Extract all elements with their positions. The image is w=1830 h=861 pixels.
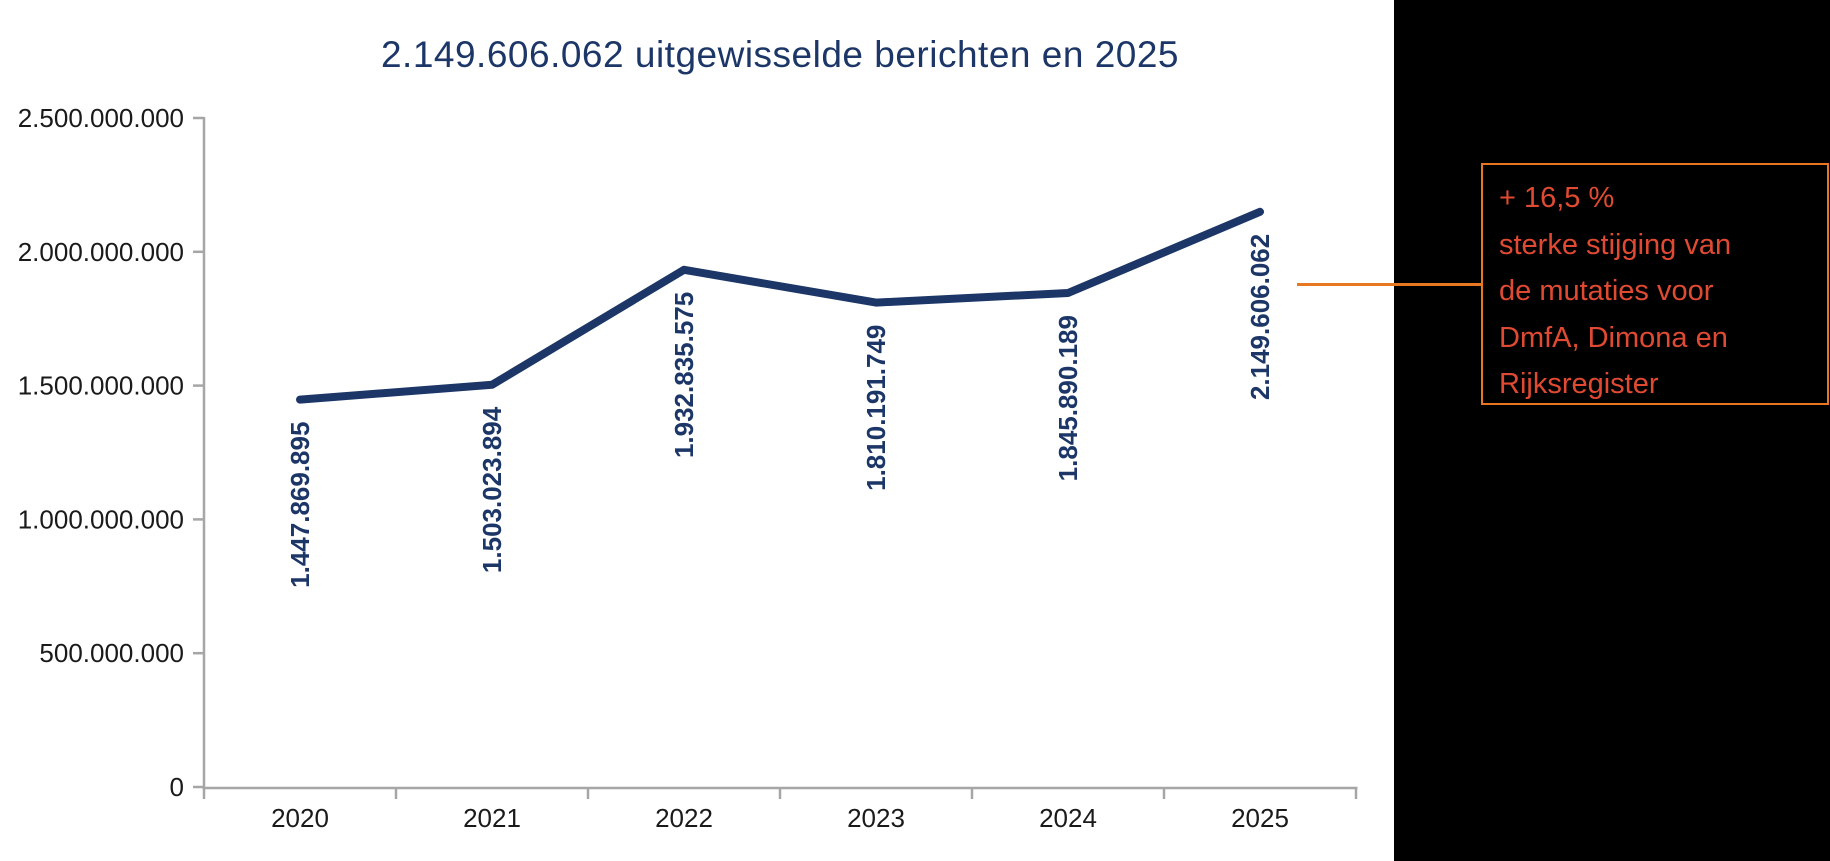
data-series-line [296, 207, 1264, 404]
y-tick-label: 2.000.000.000 [18, 237, 184, 267]
data-point-label: 1.503.023.894 [477, 406, 507, 573]
y-tick-label: 2.500.000.000 [18, 103, 184, 133]
data-point-label: 1.845.890.189 [1053, 315, 1083, 481]
y-tick-label: 1.500.000.000 [18, 371, 184, 401]
side-panel [1394, 0, 1830, 861]
y-tick-label: 1.000.000.000 [18, 504, 184, 534]
annotation-box: + 16,5 % sterke stijging van de mutaties… [1481, 163, 1829, 405]
annotation-line: + 16,5 % [1499, 182, 1615, 214]
x-tick-label: 2024 [1039, 803, 1097, 833]
annotation-connector-line [1297, 283, 1481, 286]
annotation-line: DmfA, Dimona en [1499, 321, 1728, 354]
x-tick-label: 2022 [655, 803, 713, 833]
chart-title: 2.149.606.062 uitgewisselde berichten en… [380, 34, 1180, 75]
data-point-label: 2.149.606.062 [1245, 234, 1275, 400]
annotation-line: Rijksregister [1499, 368, 1659, 400]
annotation-line: sterke stijging van [1499, 228, 1732, 261]
annotation-line: de mutaties voor [1499, 275, 1714, 307]
data-point-label: 1.932.835.575 [669, 292, 699, 458]
data-point-label: 1.447.869.895 [285, 422, 315, 588]
y-tick-label: 500.000.000 [39, 638, 184, 668]
line-chart-plot: 0 500.000.000 1.000.000.000 1.500.000.000 2.… [18, 103, 1358, 833]
y-tick-label: 0 [170, 772, 184, 802]
x-tick-label: 2021 [463, 803, 521, 833]
x-tick-label: 2023 [847, 803, 905, 833]
x-tick-label: 2025 [1231, 803, 1289, 833]
x-tick-label: 2020 [271, 803, 329, 833]
data-point-label: 1.810.191.749 [861, 325, 891, 491]
